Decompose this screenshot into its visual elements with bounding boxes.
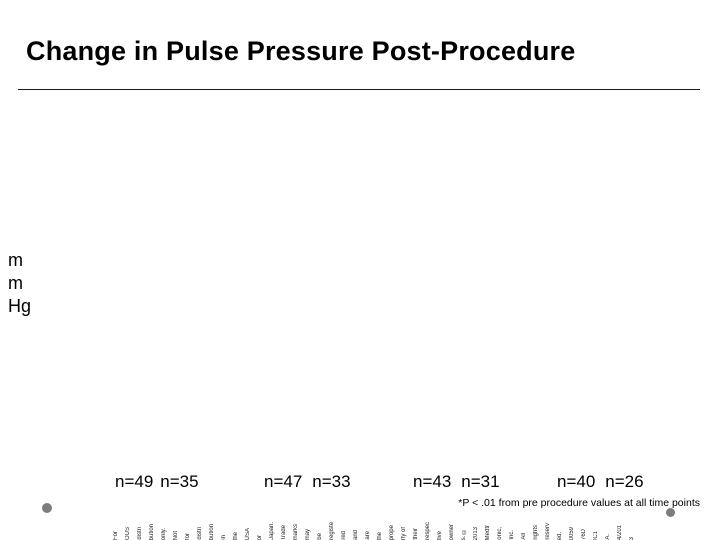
sample-size-group-1: n=49 n=35: [115, 472, 199, 492]
copyright-footer-token: 76D: [581, 528, 587, 540]
copyright-footer-token: and: [353, 529, 359, 540]
copyright-footer-token: 4/201: [617, 524, 623, 540]
copyright-footer-token: only.: [161, 527, 167, 540]
copyright-footer-token: Medtr: [485, 524, 491, 540]
copyright-footer-token: 0059: [569, 526, 575, 540]
copyright-footer-token: the: [233, 531, 239, 540]
copyright-footer-token: Not: [173, 530, 179, 540]
copyright-footer-token: owner: [449, 523, 455, 540]
sample-size-group-4: n=40 n=26: [557, 472, 644, 492]
right-corner-dot: [666, 508, 675, 517]
copyright-footer-token: reserv: [545, 523, 551, 540]
copyright-footer: For OUS distri bution only. Not for distri butio…: [112, 504, 637, 540]
copyright-footer-token: 2013: [473, 526, 479, 540]
copyright-footer-token: the: [377, 531, 383, 540]
copyright-footer-token: All: [521, 533, 527, 540]
p-value-footnote: *P < .01 from pre procedure values at al…: [458, 497, 700, 509]
copyright-footer-token: red: [341, 531, 347, 540]
sample-size-pre: n=47: [264, 472, 303, 491]
y-axis-label-line-2: m: [8, 273, 23, 293]
y-axis-label-line-3: Hg: [8, 296, 32, 316]
sample-size-pre: n=40: [557, 472, 596, 491]
y-axis-label: m m Hg: [8, 249, 31, 318]
copyright-footer-token: Japan.: [269, 521, 275, 540]
copyright-footer-token: A.: [605, 534, 611, 540]
copyright-footer-token: ed.: [557, 531, 563, 540]
sample-size-group-3: n=43 n=31: [413, 472, 500, 492]
copyright-footer-token: or: [257, 534, 263, 540]
copyright-footer-token: rty of: [401, 526, 407, 540]
title-divider: [18, 89, 700, 90]
copyright-footer-token: be: [317, 533, 323, 540]
copyright-footer-token: bution: [209, 523, 215, 540]
sample-size-pre: n=49: [115, 472, 154, 491]
copyright-footer-token: for: [185, 532, 191, 540]
copyright-footer-token: distri: [137, 527, 143, 540]
sample-size-pre: n=43: [413, 472, 452, 491]
copyright-footer-token: Trade: [281, 524, 287, 540]
y-axis-label-line-1: m: [8, 250, 23, 270]
copyright-footer-token: tive: [437, 530, 443, 540]
sample-size-post: n=31: [461, 472, 500, 491]
copyright-footer-token: in: [221, 535, 227, 540]
page-title: Change in Pulse Pressure Post-Procedure: [26, 36, 576, 66]
copyright-footer-token: respec: [425, 521, 431, 540]
copyright-footer-token: distri: [197, 527, 203, 540]
copyright-footer-token: s. ©: [461, 527, 467, 540]
sample-size-post: n=33: [312, 472, 351, 491]
copyright-footer-token: For: [113, 531, 119, 540]
copyright-footer-token: prope: [389, 524, 395, 540]
copyright-footer-token: 3: [629, 536, 635, 540]
copyright-footer-token: /C1: [593, 530, 599, 540]
sample-size-post: n=26: [605, 472, 644, 491]
copyright-footer-token: registe: [329, 521, 335, 540]
copyright-footer-token: onic,: [497, 527, 503, 540]
copyright-footer-token: marks: [293, 523, 299, 540]
copyright-footer-token: bution: [149, 523, 155, 540]
copyright-footer-token: OUS: [125, 526, 131, 540]
copyright-footer-token: Inc.: [509, 530, 515, 540]
left-corner-dot: [42, 503, 52, 513]
copyright-footer-token: USA: [245, 527, 251, 540]
copyright-footer-token: their: [413, 528, 419, 540]
copyright-footer-token: rights: [533, 525, 539, 540]
sample-size-group-2: n=47 n=33: [264, 472, 351, 492]
copyright-footer-token: are: [365, 531, 371, 540]
copyright-footer-token: may: [305, 528, 311, 540]
sample-size-post: n=35: [160, 472, 199, 491]
